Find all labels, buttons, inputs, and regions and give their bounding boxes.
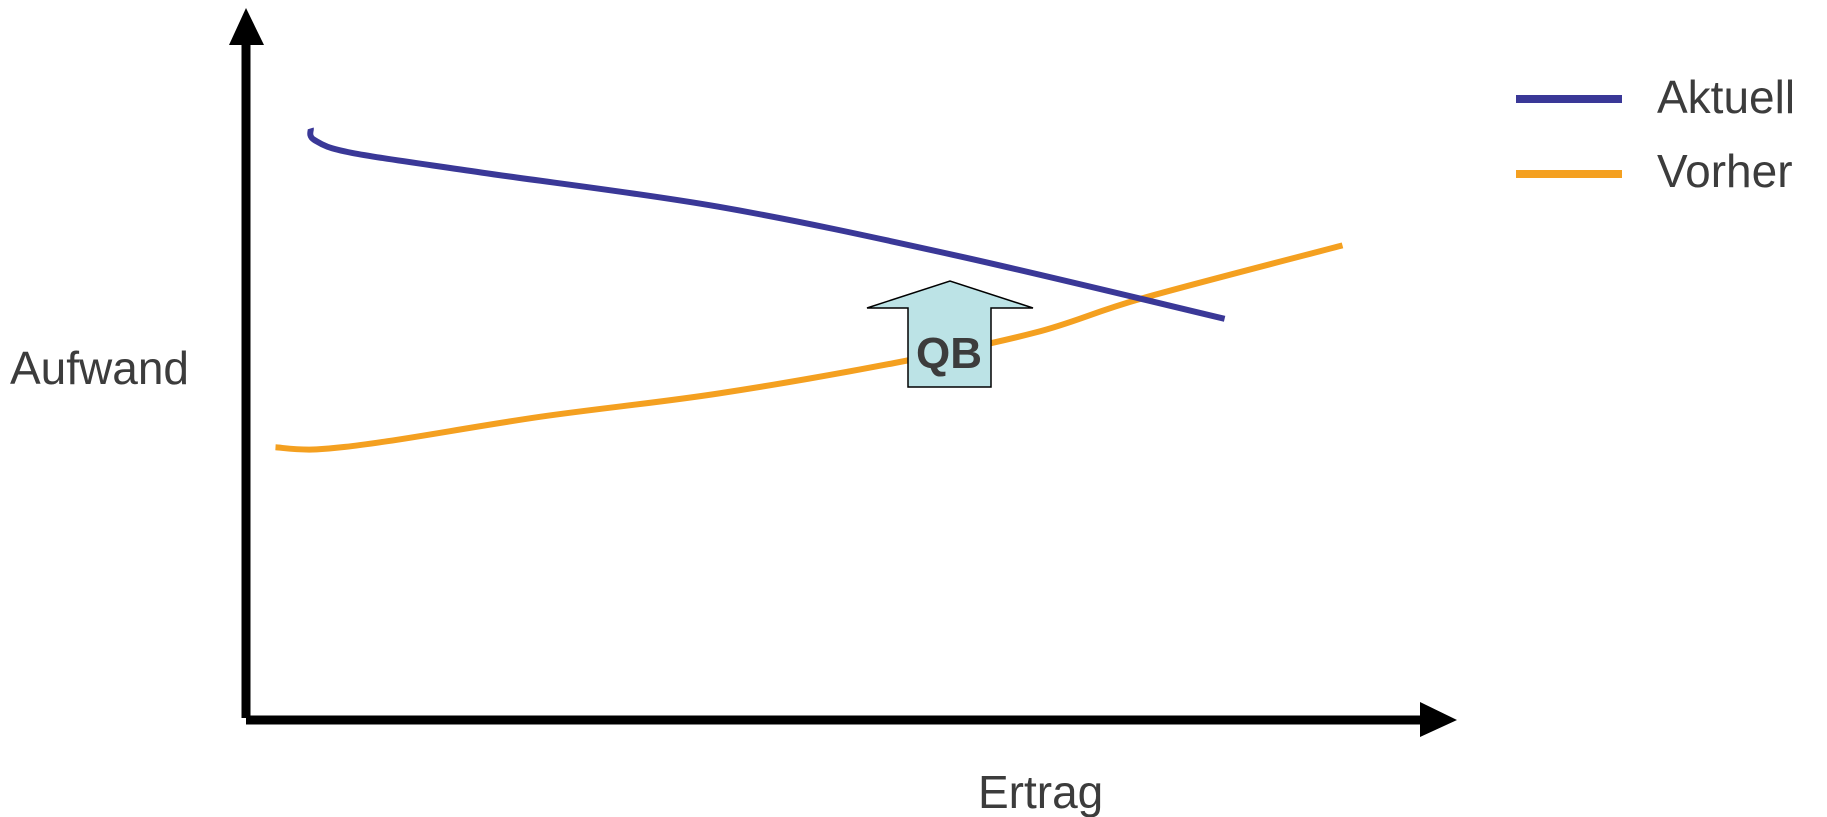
legend-label-vorher: Vorher [1657, 145, 1793, 197]
x-axis-title: Ertrag [978, 766, 1103, 817]
series-line-aktuell [307, 127, 1226, 322]
x-axis-arrowhead [1420, 702, 1457, 737]
y-axis-title: Aufwand [10, 342, 189, 394]
qb-arrow-shape [866, 280, 1034, 388]
series-layer [275, 127, 1344, 453]
legend: Aktuell Vorher [1516, 71, 1795, 197]
series-line-vorher [275, 242, 1344, 453]
qb-label: QB [916, 329, 982, 378]
y-axis-arrowhead [229, 8, 264, 45]
legend-label-aktuell: Aktuell [1657, 71, 1795, 123]
qb-annotation-arrow: QB [866, 280, 1034, 388]
